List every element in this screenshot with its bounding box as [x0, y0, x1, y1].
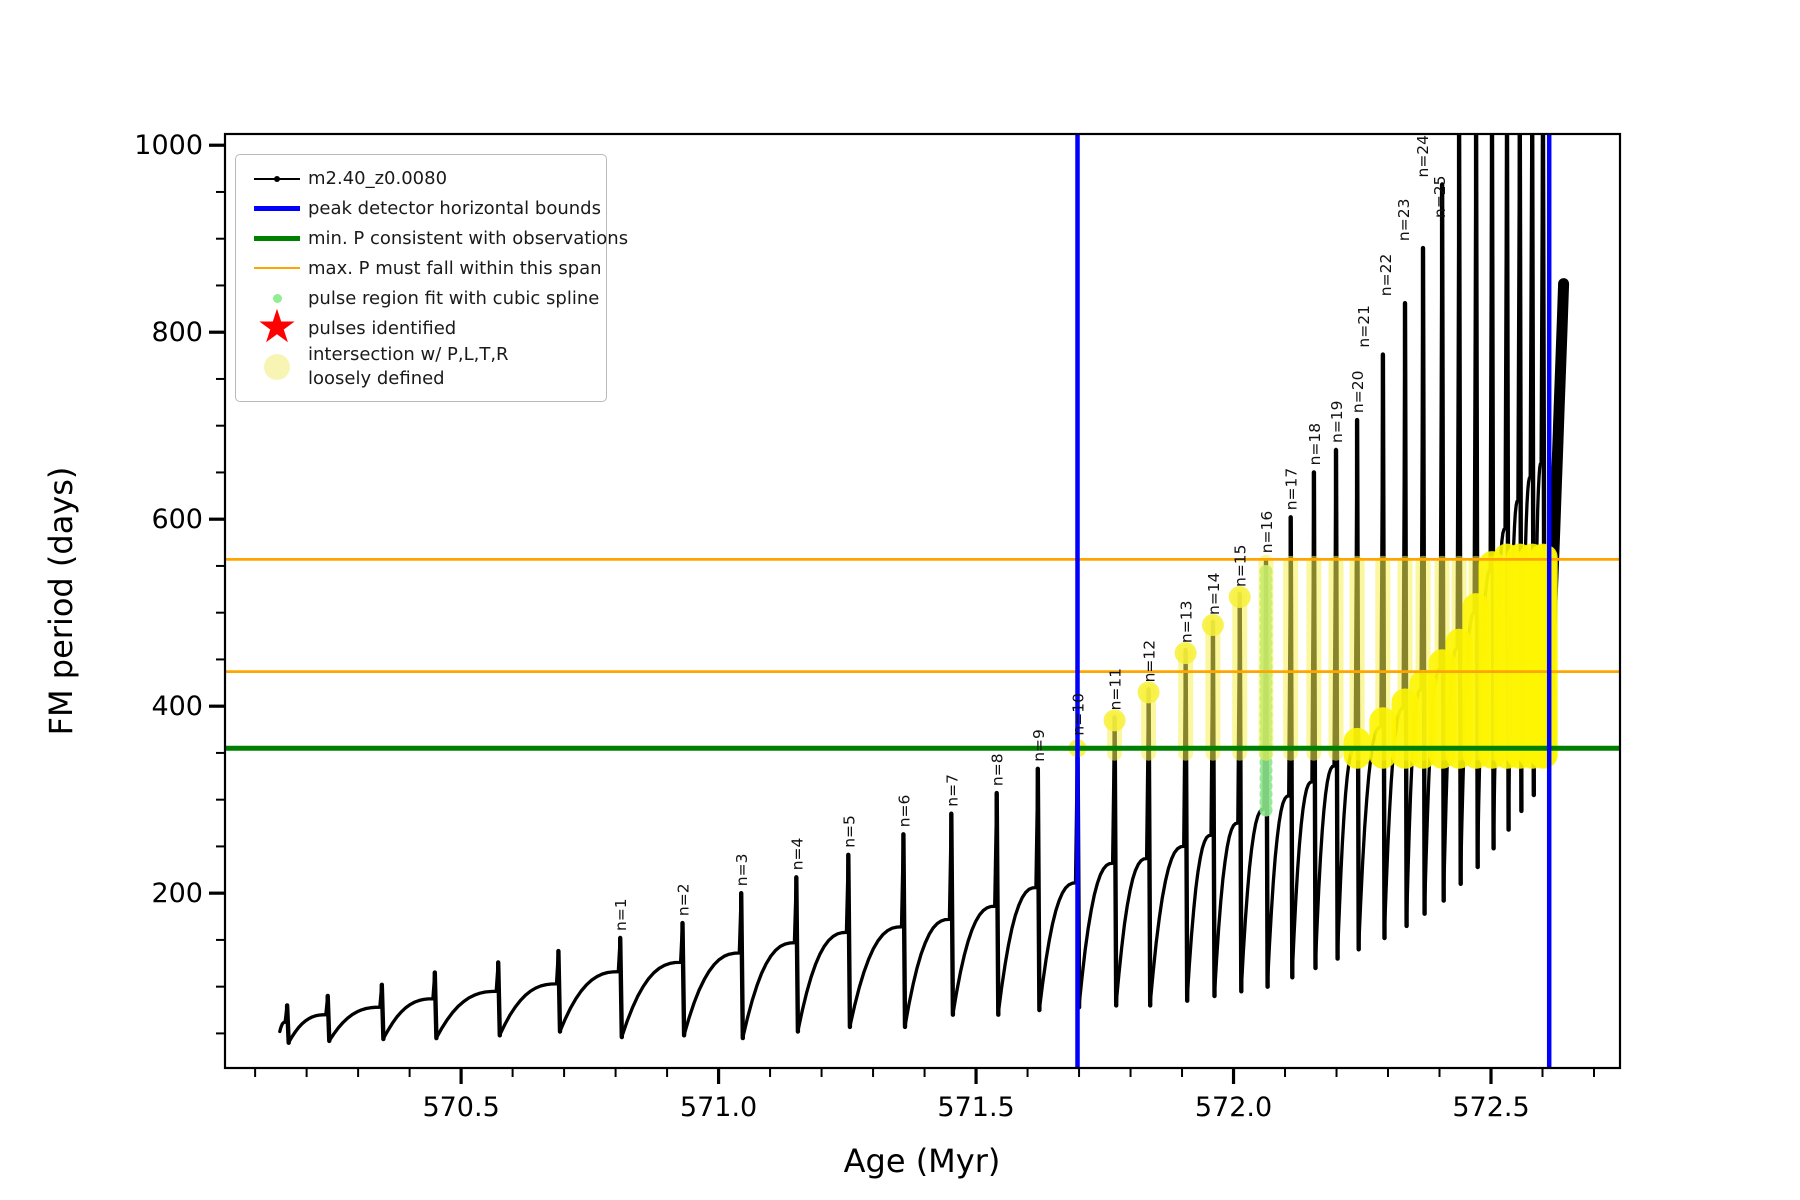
- y-tick-label-1000: 1000: [134, 130, 203, 161]
- intersection-peak-caps: [1068, 585, 1251, 758]
- pulse-label-n=17: n=17: [1283, 468, 1301, 511]
- x-tick-label-570.5: 570.5: [422, 1092, 499, 1123]
- legend-label: intersection w/ P,L,T,R loosely defined: [308, 343, 509, 391]
- y-tick-label-800: 800: [151, 317, 203, 348]
- axes-layer: 570.5 571.0 571.5 572.0 572.5 200 400 600 800 100…: [134, 130, 1622, 1123]
- legend-item-1: peak detector horizontal bounds: [246, 193, 601, 223]
- legend-label: pulses identified: [308, 317, 457, 339]
- legend-item-3: max. P must fall within this span: [246, 253, 602, 283]
- line-swatch: [254, 235, 300, 241]
- legend-label: min. P consistent with observations: [308, 227, 629, 249]
- x-tick-label-572.0: 572.0: [1195, 1092, 1272, 1123]
- pulse-label-n=10: n=10: [1070, 693, 1088, 736]
- x-axis-label: Age (Myr): [844, 1142, 1001, 1180]
- pulse-label-n=2: n=2: [675, 883, 693, 916]
- dot-marker-icon: [274, 175, 280, 182]
- legend-label: peak detector horizontal bounds: [308, 197, 601, 219]
- legend-item-4: pulse region fit with cubic spline: [246, 283, 599, 313]
- pulse-label-n=20: n=20: [1349, 371, 1367, 414]
- legend-item-2: min. P consistent with observations: [246, 223, 628, 253]
- x-tick-label-571.5: 571.5: [937, 1092, 1014, 1123]
- pulse-label-n=6: n=6: [895, 795, 913, 828]
- legend-item-5: ★ pulses identified: [246, 299, 594, 353]
- legend-label: max. P must fall within this span: [308, 257, 602, 279]
- pulse-label-n=9: n=9: [1030, 729, 1048, 762]
- pulse-label-n=11: n=11: [1107, 668, 1125, 711]
- pulse-label-n=13: n=13: [1178, 601, 1196, 644]
- pulse-label-n=25: n=25: [1431, 175, 1449, 218]
- pulse-labels: n=1 n=2 n=3 n=4 n=5 n=6 n=7 n=8 n=9 n=10 n=11 n=12 n…: [612, 135, 1449, 931]
- x-tick-label-571.0: 571.0: [680, 1092, 757, 1123]
- pulse-label-n=24: n=24: [1414, 135, 1432, 178]
- y-tick-label-400: 400: [151, 691, 203, 722]
- x-tick-label-572.5: 572.5: [1452, 1092, 1529, 1123]
- pulse-label-n=19: n=19: [1328, 400, 1346, 443]
- legend-item-6: intersection w/ P,L,T,R loosely defined: [246, 343, 594, 391]
- pulse-label-n=14: n=14: [1205, 572, 1223, 615]
- pulse-label-n=5: n=5: [840, 815, 858, 848]
- line-swatch: [254, 267, 300, 269]
- y-axis-label: FM period (days): [42, 467, 80, 736]
- pulse-label-n=21: n=21: [1355, 305, 1373, 348]
- pulse-label-n=22: n=22: [1377, 254, 1395, 297]
- legend-label: pulse region fit with cubic spline: [308, 287, 600, 309]
- plot-spines: [223, 132, 1622, 1070]
- pulse-label-n=15: n=15: [1232, 544, 1250, 587]
- y-tick-label-200: 200: [151, 878, 203, 909]
- plot-data-layer: n=1 n=2 n=3 n=4 n=5 n=6 n=7 n=8 n=9 n=10 n=11 n=12 n…: [225, 134, 1620, 1068]
- pulse-label-n=7: n=7: [943, 774, 961, 807]
- pulse-label-n=8: n=8: [989, 753, 1007, 786]
- y-tick-label-600: 600: [151, 504, 203, 535]
- pulse-label-n=1: n=1: [612, 898, 630, 931]
- pulse-label-n=4: n=4: [788, 838, 806, 871]
- legend-line-dot-swatch: [246, 175, 308, 182]
- legend-label-line2: loosely defined: [308, 368, 445, 389]
- tick-marks: [209, 143, 1595, 1084]
- dot-swatch-icon: [272, 293, 282, 303]
- legend-label: m2.40_z0.0080: [308, 167, 448, 189]
- intersection-wedge: [1343, 543, 1558, 769]
- pulse-label-n=12: n=12: [1141, 640, 1159, 683]
- legend-line-swatch: [246, 267, 308, 269]
- pulse-label-n=23: n=23: [1395, 199, 1413, 242]
- tick-labels: 570.5 571.0 571.5 572.0 572.5 200 400 600 800 100…: [134, 130, 1529, 1123]
- line-swatch: [254, 205, 300, 211]
- star-icon: ★: [256, 299, 298, 353]
- legend-line-swatch: [246, 235, 308, 241]
- legend-item-0: m2.40_z0.0080: [246, 163, 594, 193]
- line-dot-swatch: [254, 175, 300, 182]
- legend-dot-swatch: [246, 354, 308, 380]
- legend-dot-swatch: [246, 293, 308, 303]
- pulse-label-n=16: n=16: [1258, 511, 1276, 554]
- legend-label-line1: intersection w/ P,L,T,R: [308, 344, 509, 365]
- pulse-label-n=3: n=3: [733, 854, 751, 887]
- dot-swatch-icon: [264, 354, 290, 380]
- pulse-label-n=18: n=18: [1306, 423, 1324, 466]
- legend-line-swatch: [246, 205, 308, 211]
- legend-star-swatch: ★: [246, 299, 308, 353]
